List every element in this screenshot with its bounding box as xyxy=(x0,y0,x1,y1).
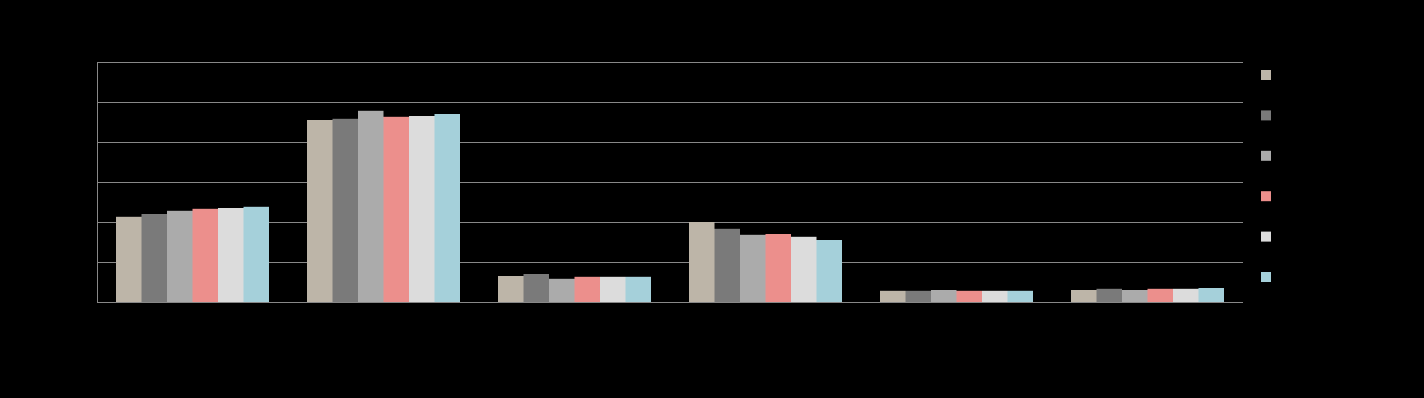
bar xyxy=(1198,288,1224,302)
bar xyxy=(816,240,842,302)
bar xyxy=(791,236,817,302)
legend-swatch xyxy=(1261,70,1271,80)
bar xyxy=(574,276,600,302)
bar xyxy=(1147,288,1173,302)
bar xyxy=(167,210,193,302)
legend-swatch xyxy=(1261,272,1271,282)
bar xyxy=(714,228,740,302)
bar xyxy=(1071,290,1097,302)
bar xyxy=(243,206,269,302)
bar xyxy=(358,110,384,302)
bar xyxy=(383,116,409,302)
bar xyxy=(409,116,435,302)
y-tick-label: 0 xyxy=(82,295,89,309)
bar xyxy=(307,120,333,302)
bar xyxy=(956,290,982,302)
bar xyxy=(523,274,549,302)
legend-swatch xyxy=(1261,150,1271,161)
bar xyxy=(332,118,358,302)
bar xyxy=(549,278,575,302)
y-tick-label: 5 xyxy=(82,95,89,109)
y-tick-label: 6 xyxy=(82,55,89,69)
bar xyxy=(1007,290,1033,302)
bar xyxy=(931,290,957,302)
legend-swatch xyxy=(1261,191,1271,202)
bar xyxy=(116,216,142,302)
y-tick-label: 2 xyxy=(82,215,89,229)
bar xyxy=(880,290,906,302)
bar xyxy=(625,276,651,302)
bar xyxy=(740,234,766,302)
bar xyxy=(1173,288,1199,302)
y-tick-label: 3 xyxy=(82,175,89,189)
bar xyxy=(192,208,218,302)
bar xyxy=(982,290,1008,302)
bar xyxy=(218,208,244,302)
bar xyxy=(689,222,715,302)
bar xyxy=(600,276,626,302)
bar xyxy=(905,290,931,302)
bar xyxy=(141,214,167,302)
bar xyxy=(498,276,524,302)
bar xyxy=(1122,290,1148,302)
y-tick-label: 1 xyxy=(82,255,89,269)
legend-swatch xyxy=(1261,231,1271,242)
bar xyxy=(1096,288,1122,302)
bar xyxy=(434,114,460,302)
y-tick-label: 4 xyxy=(82,135,89,149)
bar xyxy=(765,234,791,302)
legend-swatch xyxy=(1261,110,1271,121)
